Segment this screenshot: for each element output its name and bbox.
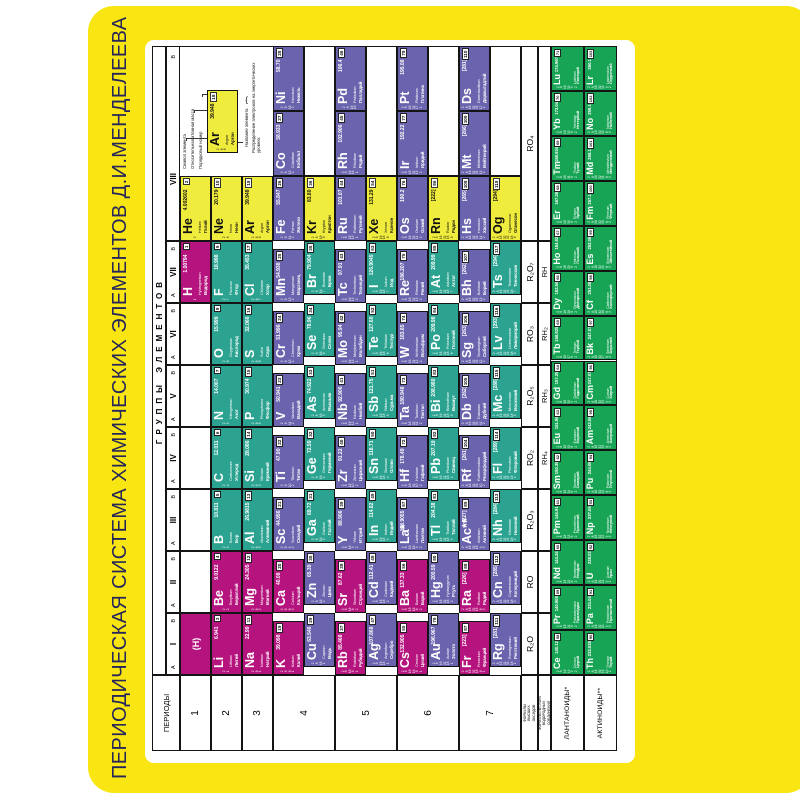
table-holder: ПЕРИОДЫ ГРУППЫ ЭЛЕМЕНТОВ А I В А II В А III В А IV В А…: [152, 46, 618, 752]
table-outer-border: [152, 46, 617, 751]
poster-title: ПЕРИОДИЧЕСКАЯ СИСТЕМА ХИМИЧЕСКИХ ЭЛЕМЕНТ…: [109, 16, 131, 779]
periodic-table: ПЕРИОДЫ ГРУППЫ ЭЛЕМЕНТОВ А I В А II В А III В А IV В А…: [152, 46, 617, 751]
